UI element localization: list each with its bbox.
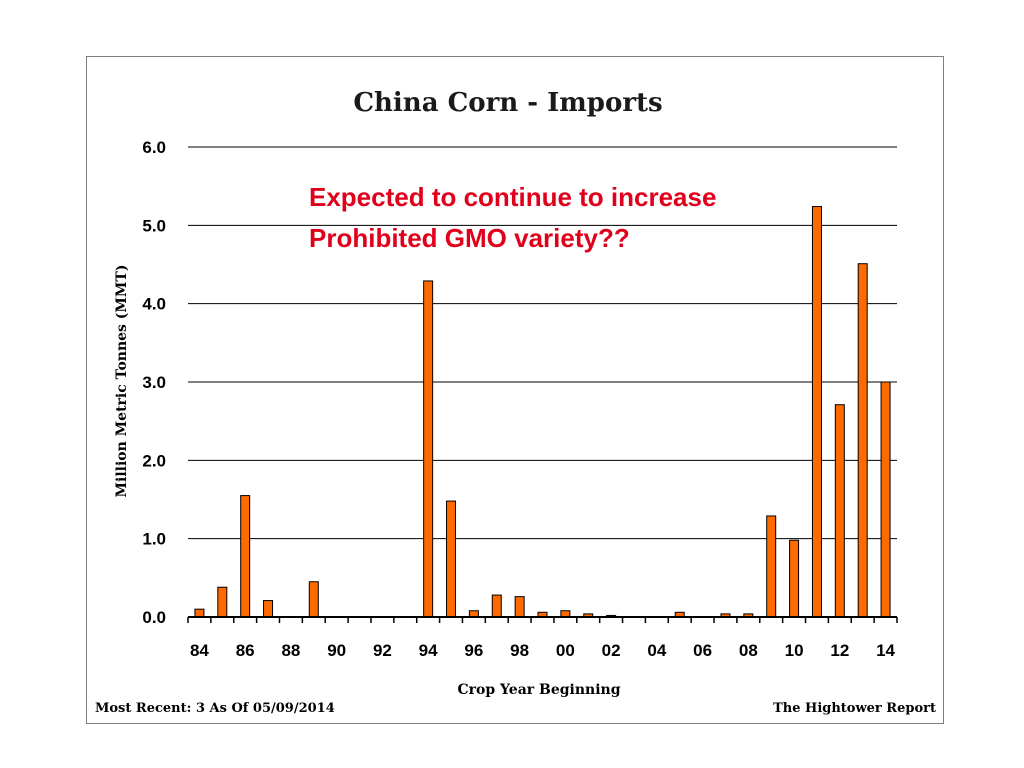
- bar: [308, 581, 319, 618]
- x-tick-label: 04: [647, 641, 666, 660]
- x-tick-label: 84: [190, 641, 209, 660]
- y-tick-label: 3.0: [142, 373, 166, 392]
- bar: [789, 539, 800, 618]
- x-tick-label: 08: [739, 641, 758, 660]
- x-tick-label: 86: [236, 641, 255, 660]
- y-tick-label: 6.0: [142, 138, 166, 157]
- x-tick-label: 10: [785, 641, 804, 660]
- bar: [811, 206, 822, 618]
- bar: [240, 495, 251, 618]
- x-tick-label: 00: [556, 641, 575, 660]
- x-tick-label: 92: [373, 641, 392, 660]
- annotation-line-2: Prohibited GMO variety??: [309, 223, 630, 253]
- y-tick-label: 1.0: [142, 530, 166, 549]
- bar: [880, 381, 891, 618]
- x-tick-label: 14: [876, 641, 895, 660]
- y-tick-label: 4.0: [142, 295, 166, 314]
- x-tick-labels: 84 86 88 90 92 94 96 98 00 02 04 06 08 10 12 14: [190, 641, 896, 660]
- x-tick-label: 88: [281, 641, 300, 660]
- x-tick-label: 06: [693, 641, 712, 660]
- bars: [194, 206, 891, 618]
- bar: [857, 263, 868, 618]
- y-axis-label: Million Metric Tonnes (MMT): [114, 265, 130, 498]
- bar: [217, 586, 228, 618]
- x-tick-label: 94: [419, 641, 438, 660]
- x-tick-label: 12: [830, 641, 849, 660]
- bar: [423, 280, 434, 618]
- x-tick-label: 02: [602, 641, 621, 660]
- x-axis: [187, 616, 898, 623]
- bar: [514, 596, 525, 618]
- bar: [491, 594, 502, 618]
- bar: [766, 515, 777, 618]
- footer-source-right: The Hightower Report: [773, 701, 936, 716]
- y-tick-labels: 0.0 1.0 2.0 3.0 4.0 5.0 6.0: [142, 138, 166, 627]
- x-tick-label: 98: [510, 641, 529, 660]
- footer-source-left: Most Recent: 3 As Of 05/09/2014: [95, 701, 335, 716]
- bar: [446, 500, 457, 618]
- y-tick-label: 0.0: [142, 608, 166, 627]
- bar: [834, 404, 845, 618]
- y-tick-label: 2.0: [142, 451, 166, 470]
- x-tick-label: 90: [327, 641, 346, 660]
- annotation-line-1: Expected to continue to increase: [309, 182, 716, 212]
- bar: [194, 608, 205, 618]
- bar: [263, 600, 274, 618]
- x-tick-label: 96: [464, 641, 483, 660]
- chart-title: China Corn - Imports: [353, 88, 662, 118]
- y-tick-label: 5.0: [142, 216, 166, 235]
- x-axis-label: Crop Year Beginning: [457, 682, 620, 698]
- grid-lines: [188, 146, 897, 540]
